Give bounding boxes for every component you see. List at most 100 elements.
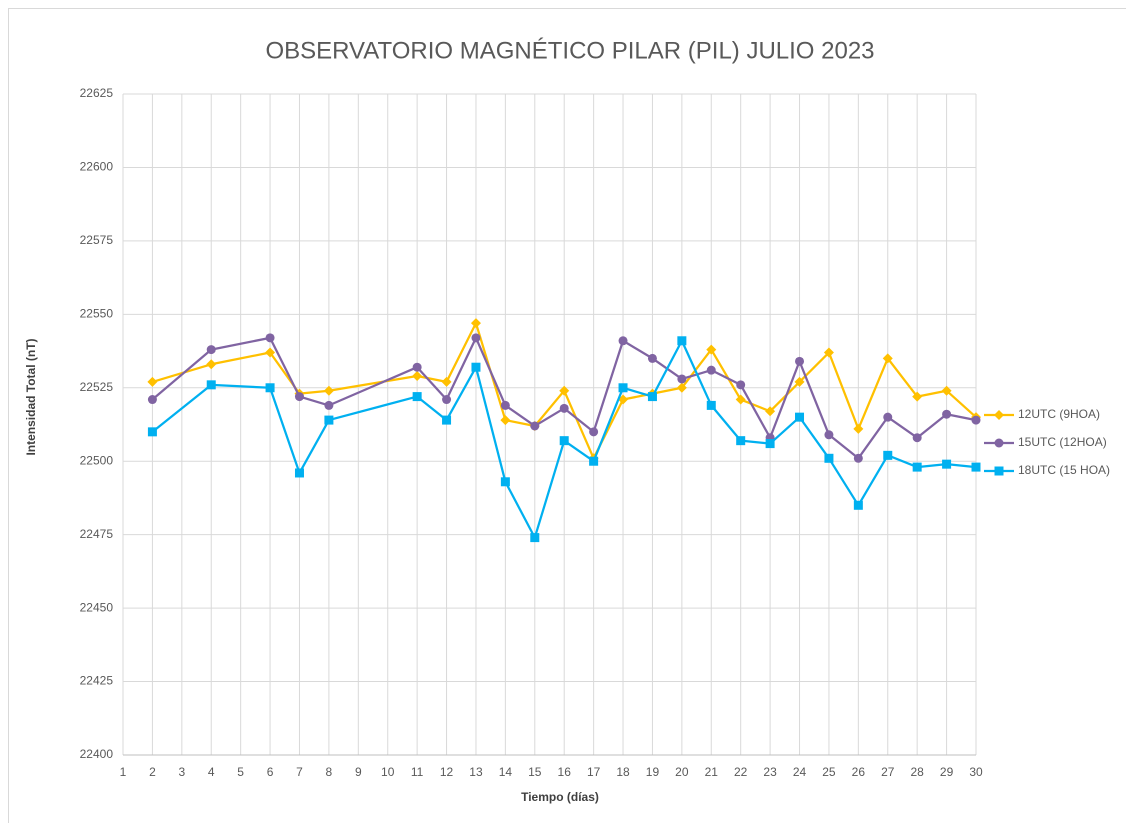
marker [912,462,922,472]
x-tick-label: 2 [149,765,156,779]
marker [942,459,952,469]
legend-label: 12UTC (9HOA) [1018,407,1100,421]
marker [530,421,540,431]
chart-title: OBSERVATORIO MAGNÉTICO PILAR (PIL) JULIO… [265,37,874,64]
marker [736,436,746,446]
marker [883,450,893,460]
y-axis-title: Intensidad Total (nT) [24,338,38,455]
marker [206,345,216,355]
legend-label: 15UTC (12HOA) [1018,435,1107,449]
marker [412,362,422,372]
x-tick-label: 6 [267,765,274,779]
x-tick-label: 4 [208,765,215,779]
marker [324,400,334,410]
y-tick-label: 22575 [80,233,114,247]
y-tick-label: 22425 [80,674,114,688]
marker [794,376,805,387]
x-tick-label: 23 [763,765,777,779]
marker [294,468,304,478]
marker [941,385,952,396]
x-tick-label: 1 [120,765,127,779]
marker [765,439,775,449]
marker [677,374,687,384]
marker [971,415,981,425]
x-tick-label: 9 [355,765,362,779]
marker [677,336,687,346]
marker [147,376,158,387]
marker [994,466,1004,476]
marker [971,462,981,472]
marker [412,371,423,382]
marker [147,395,157,405]
x-tick-label: 14 [499,765,513,779]
marker [824,453,834,463]
x-tick-label: 10 [381,765,395,779]
y-tick-label: 22550 [80,307,114,321]
x-tick-label: 25 [822,765,836,779]
marker [500,400,510,410]
marker [589,427,599,437]
x-tick-label: 11 [411,765,424,779]
x-tick-label: 26 [852,765,866,779]
x-tick-label: 28 [910,765,924,779]
marker [589,456,599,466]
y-tick-label: 22400 [80,747,114,761]
marker [294,392,304,402]
marker [559,436,569,446]
x-tick-label: 19 [646,765,660,779]
x-tick-label: 20 [675,765,689,779]
marker [471,333,481,343]
marker [500,415,511,426]
marker [470,318,481,329]
marker [147,427,157,437]
marker [823,347,834,358]
x-tick-label: 16 [558,765,572,779]
y-tick-label: 22625 [80,86,114,100]
marker [471,362,481,372]
x-tick-label: 5 [237,765,244,779]
marker [441,376,452,387]
y-tick-label: 22500 [80,453,114,467]
marker [795,356,805,366]
chart-frame [8,8,1126,823]
marker [618,336,628,346]
x-tick-label: 30 [969,765,983,779]
marker [559,385,570,396]
marker [324,415,334,425]
marker [265,383,275,393]
x-tick-label: 27 [881,765,895,779]
y-tick-label: 22525 [80,380,114,394]
marker [647,353,657,363]
x-axis-title: Tiempo (días) [521,790,599,804]
marker [942,409,952,419]
x-tick-label: 12 [440,765,454,779]
y-tick-label: 22450 [80,600,114,614]
marker [206,359,217,370]
legend-label: 18UTC (15 HOA) [1018,463,1110,477]
marker [883,412,893,422]
x-tick-label: 17 [587,765,601,779]
x-tick-label: 18 [616,765,630,779]
x-tick-label: 13 [469,765,483,779]
marker [706,400,716,410]
marker [676,382,687,393]
marker [323,385,334,396]
marker [442,395,452,405]
marker [706,365,716,375]
marker [647,392,657,402]
x-tick-label: 15 [528,765,542,779]
x-tick-label: 8 [326,765,333,779]
marker [206,380,216,390]
marker [706,344,717,355]
marker [559,403,569,413]
marker [912,391,923,402]
x-tick-label: 21 [705,765,719,779]
marker [265,333,275,343]
marker [882,353,893,364]
marker [530,533,540,543]
marker [994,438,1004,448]
x-tick-label: 3 [178,765,185,779]
marker [912,433,922,443]
